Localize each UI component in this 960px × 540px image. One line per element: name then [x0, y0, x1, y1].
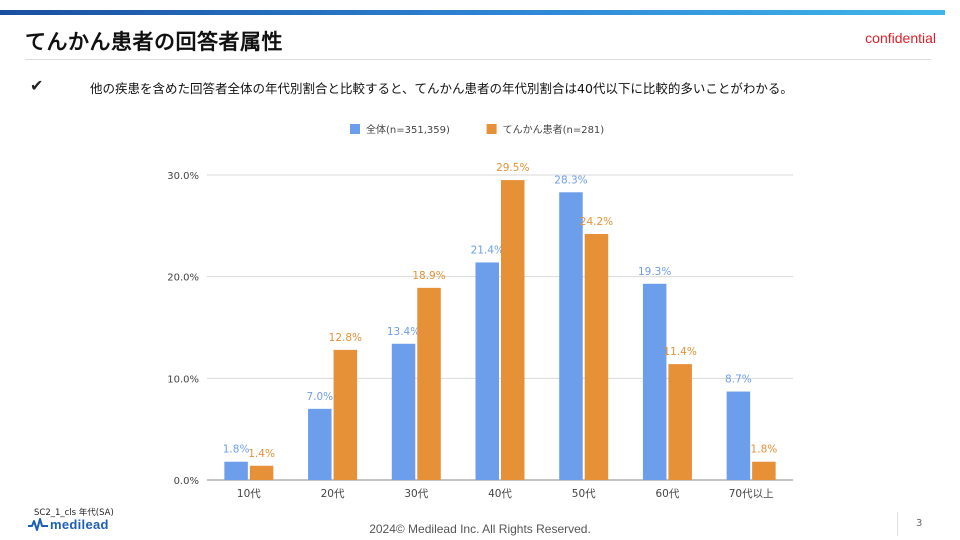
- y-tick-label: 30.0%: [167, 171, 199, 182]
- x-tick-label: 10代: [237, 488, 261, 500]
- data-label: 1.8%: [223, 444, 250, 456]
- y-tick-label: 20.0%: [167, 273, 199, 284]
- x-tick-label: 20代: [321, 488, 345, 500]
- bar: [333, 349, 358, 480]
- data-label: 18.9%: [412, 270, 445, 282]
- data-label: 24.2%: [580, 216, 613, 228]
- data-label: 28.3%: [554, 174, 587, 186]
- bar: [584, 233, 609, 480]
- medilead-logo: medilead: [28, 517, 109, 532]
- data-label: 7.0%: [306, 391, 333, 403]
- pulse-icon: [28, 517, 48, 531]
- title-divider: [25, 59, 931, 60]
- x-tick-label: 40代: [488, 488, 512, 500]
- legend-label: 全体(n=351,359): [366, 123, 450, 136]
- bar: [752, 461, 776, 480]
- bar: [417, 287, 441, 480]
- legend-swatch: [350, 124, 360, 134]
- page-number-divider: [897, 512, 898, 536]
- x-tick-label: 60代: [655, 488, 679, 500]
- bar: [475, 262, 499, 480]
- y-tick-label: 0.0%: [174, 476, 199, 487]
- bar: [249, 465, 274, 480]
- bar: [224, 461, 248, 480]
- bar: [308, 408, 332, 480]
- data-label: 8.7%: [725, 374, 752, 386]
- data-label: 1.4%: [248, 448, 275, 460]
- checkmark-icon: ✔: [30, 76, 44, 95]
- bar: [559, 192, 583, 480]
- data-label: 11.4%: [663, 346, 696, 358]
- top-accent-bar: [0, 10, 945, 15]
- data-label: 21.4%: [471, 244, 504, 256]
- bar: [391, 343, 416, 480]
- data-label: 19.3%: [638, 266, 671, 278]
- data-label: 13.4%: [387, 326, 420, 338]
- page-title: てんかん患者の回答者属性: [25, 30, 283, 54]
- x-tick-label: 50代: [572, 488, 596, 500]
- bar: [642, 283, 667, 480]
- bar-chart: 0.0% 10.0% 20.0% 30.0% 全体(n=351,359) てんかん患者(n…: [167, 123, 793, 500]
- summary-text: 他の疾患を含めた回答者全体の年代別割合と比較すると、てんかん患者の年代別割合は4…: [90, 81, 793, 96]
- x-tick-label: 30代: [404, 488, 428, 500]
- bar: [726, 391, 751, 480]
- legend-swatch: [486, 124, 497, 134]
- data-label: 29.5%: [496, 162, 529, 174]
- x-tick-label: 70代以上: [729, 488, 774, 500]
- legend-label: てんかん患者(n=281): [503, 124, 605, 136]
- data-label: 12.8%: [329, 332, 362, 344]
- bar: [668, 364, 692, 480]
- logo-text: medilead: [50, 517, 109, 532]
- source-note: SC2_1_cls 年代(SA): [34, 508, 114, 518]
- chart-area: 0.0% 10.0% 20.0% 30.0% 全体(n=351,359) てんかん患者(n…: [0, 110, 960, 510]
- copyright-text: 2024© Medilead Inc. All Rights Reserved.: [369, 522, 591, 536]
- y-tick-label: 10.0%: [167, 374, 199, 385]
- confidential-label: confidential: [865, 30, 936, 46]
- page-number: 3: [916, 518, 923, 529]
- bar: [501, 180, 525, 480]
- data-label: 1.8%: [751, 444, 778, 456]
